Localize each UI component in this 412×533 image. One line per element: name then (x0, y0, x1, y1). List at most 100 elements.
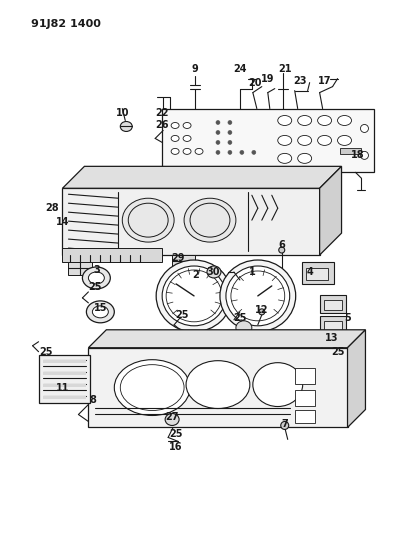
Polygon shape (89, 330, 365, 348)
Ellipse shape (318, 116, 332, 125)
Text: 1: 1 (248, 267, 255, 277)
Ellipse shape (318, 135, 332, 146)
Ellipse shape (89, 272, 104, 284)
Text: 28: 28 (46, 203, 59, 213)
Ellipse shape (184, 198, 236, 242)
Ellipse shape (183, 148, 191, 155)
Ellipse shape (360, 125, 368, 133)
Text: 22: 22 (155, 108, 169, 117)
Bar (339, 148, 361, 155)
Text: 12: 12 (255, 305, 269, 315)
Ellipse shape (120, 122, 132, 132)
Ellipse shape (216, 150, 220, 155)
Polygon shape (347, 330, 365, 427)
Ellipse shape (165, 414, 179, 425)
Ellipse shape (298, 135, 311, 146)
Ellipse shape (278, 135, 292, 146)
Polygon shape (42, 360, 87, 362)
Ellipse shape (228, 140, 232, 144)
Ellipse shape (82, 267, 110, 289)
Text: 27: 27 (165, 413, 179, 423)
Ellipse shape (216, 131, 220, 134)
Ellipse shape (252, 150, 256, 155)
Text: 8: 8 (89, 394, 96, 405)
Ellipse shape (298, 116, 311, 125)
Bar (320, 316, 346, 334)
Ellipse shape (259, 309, 265, 315)
Text: 24: 24 (233, 63, 247, 74)
Ellipse shape (236, 321, 252, 335)
Text: 30: 30 (206, 267, 220, 277)
Ellipse shape (171, 123, 179, 128)
Text: 25: 25 (176, 310, 189, 320)
Ellipse shape (171, 148, 179, 155)
Ellipse shape (216, 140, 220, 144)
Polygon shape (42, 384, 87, 386)
Ellipse shape (207, 266, 221, 278)
Text: 6: 6 (279, 240, 285, 250)
Ellipse shape (279, 247, 285, 253)
Text: 19: 19 (261, 74, 274, 84)
Ellipse shape (92, 306, 108, 318)
Polygon shape (68, 262, 92, 275)
Text: 5: 5 (344, 313, 351, 323)
Bar (295, 390, 315, 406)
Text: 17: 17 (318, 76, 331, 86)
Text: 18: 18 (351, 150, 364, 160)
Polygon shape (89, 348, 347, 427)
Text: 7: 7 (281, 419, 288, 430)
Ellipse shape (240, 150, 244, 155)
Polygon shape (172, 255, 195, 268)
Ellipse shape (162, 266, 226, 326)
Ellipse shape (228, 131, 232, 134)
Text: 25: 25 (233, 313, 247, 323)
Text: 14: 14 (56, 217, 69, 227)
Text: 16: 16 (169, 442, 183, 453)
Polygon shape (63, 166, 342, 188)
Ellipse shape (220, 260, 296, 332)
Ellipse shape (87, 301, 114, 323)
Ellipse shape (122, 198, 174, 242)
Text: 11: 11 (56, 383, 69, 393)
Ellipse shape (186, 361, 250, 408)
Bar (302, 262, 334, 284)
Ellipse shape (278, 116, 292, 125)
Bar (320, 295, 346, 313)
Bar (39, 354, 90, 402)
Ellipse shape (228, 120, 232, 125)
Bar (295, 409, 315, 424)
Bar (306, 268, 328, 280)
Ellipse shape (337, 135, 351, 146)
Bar (63, 248, 162, 262)
Text: 25: 25 (331, 346, 344, 357)
Ellipse shape (253, 362, 303, 407)
Ellipse shape (195, 148, 203, 155)
Ellipse shape (183, 123, 191, 128)
Ellipse shape (228, 150, 232, 155)
Ellipse shape (216, 120, 220, 125)
Polygon shape (162, 109, 375, 172)
Text: 26: 26 (155, 120, 169, 131)
Text: 25: 25 (169, 430, 183, 439)
Text: 20: 20 (248, 78, 262, 87)
Text: 23: 23 (293, 76, 307, 86)
Polygon shape (320, 166, 342, 255)
Ellipse shape (337, 116, 351, 125)
Ellipse shape (360, 151, 368, 159)
Ellipse shape (156, 260, 232, 332)
Ellipse shape (226, 266, 290, 326)
Text: 13: 13 (325, 333, 338, 343)
Ellipse shape (298, 154, 311, 163)
Bar (295, 368, 315, 384)
Bar (323, 300, 342, 310)
Text: 9: 9 (192, 63, 199, 74)
Text: 2: 2 (193, 270, 199, 280)
Text: 21: 21 (278, 63, 291, 74)
Text: 10: 10 (115, 108, 129, 117)
Ellipse shape (171, 135, 179, 141)
Text: 15: 15 (94, 303, 107, 313)
Ellipse shape (183, 135, 191, 141)
Ellipse shape (281, 422, 289, 430)
Ellipse shape (114, 360, 190, 416)
Text: 29: 29 (171, 253, 185, 263)
